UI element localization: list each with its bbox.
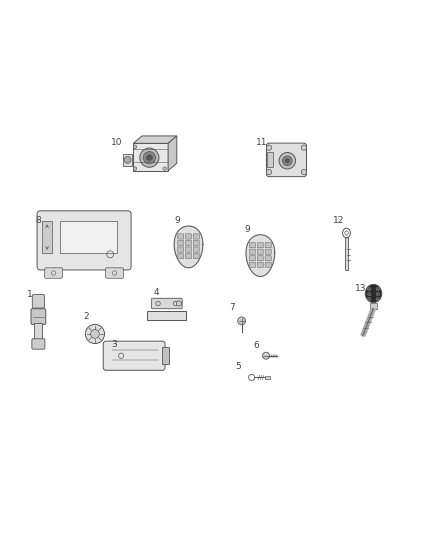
Text: 4: 4: [153, 288, 159, 297]
FancyBboxPatch shape: [193, 234, 199, 239]
Text: 9: 9: [244, 225, 250, 234]
FancyBboxPatch shape: [178, 234, 184, 239]
Circle shape: [163, 167, 166, 171]
FancyBboxPatch shape: [151, 298, 182, 309]
FancyBboxPatch shape: [265, 256, 271, 261]
Circle shape: [266, 145, 272, 150]
Circle shape: [279, 152, 296, 169]
FancyBboxPatch shape: [193, 240, 199, 246]
Polygon shape: [174, 226, 203, 268]
Text: 2: 2: [84, 312, 89, 321]
Circle shape: [367, 297, 371, 301]
Circle shape: [301, 145, 307, 150]
FancyBboxPatch shape: [185, 247, 191, 252]
Text: 9: 9: [175, 216, 180, 225]
Bar: [123, 154, 132, 166]
FancyBboxPatch shape: [265, 262, 271, 268]
FancyBboxPatch shape: [178, 240, 184, 246]
Text: 5: 5: [236, 362, 241, 371]
FancyBboxPatch shape: [31, 309, 46, 325]
Circle shape: [376, 297, 380, 301]
Bar: [265, 376, 270, 379]
Circle shape: [301, 169, 307, 175]
Bar: [147, 311, 186, 320]
Text: 3: 3: [112, 340, 117, 349]
FancyBboxPatch shape: [193, 254, 199, 259]
FancyBboxPatch shape: [32, 295, 45, 308]
FancyBboxPatch shape: [257, 256, 263, 261]
FancyBboxPatch shape: [266, 143, 307, 176]
FancyBboxPatch shape: [257, 262, 263, 268]
Circle shape: [238, 317, 246, 325]
FancyBboxPatch shape: [178, 247, 184, 252]
Circle shape: [367, 293, 371, 296]
Circle shape: [285, 158, 290, 163]
Circle shape: [140, 148, 159, 167]
FancyBboxPatch shape: [185, 254, 191, 259]
Circle shape: [376, 287, 380, 291]
Bar: [345, 237, 348, 270]
Polygon shape: [133, 136, 177, 143]
Text: 12: 12: [333, 216, 344, 225]
Bar: [60, 221, 117, 253]
FancyBboxPatch shape: [250, 243, 255, 248]
Circle shape: [283, 156, 292, 166]
Text: 11: 11: [256, 138, 268, 147]
Polygon shape: [133, 143, 168, 171]
FancyBboxPatch shape: [265, 249, 271, 254]
Bar: [370, 303, 377, 309]
Polygon shape: [246, 235, 275, 277]
Polygon shape: [168, 136, 177, 171]
Text: 1: 1: [27, 290, 32, 299]
Circle shape: [143, 151, 155, 164]
FancyBboxPatch shape: [250, 249, 255, 254]
FancyBboxPatch shape: [32, 339, 45, 349]
Circle shape: [91, 329, 99, 338]
Circle shape: [266, 169, 272, 175]
FancyBboxPatch shape: [250, 256, 255, 261]
FancyBboxPatch shape: [193, 247, 199, 252]
Circle shape: [177, 301, 182, 306]
Circle shape: [133, 145, 137, 149]
Circle shape: [124, 156, 131, 163]
Bar: [162, 348, 170, 364]
Text: 13: 13: [355, 284, 366, 293]
Circle shape: [367, 287, 371, 291]
Bar: [42, 221, 52, 253]
Text: 6: 6: [253, 341, 259, 350]
Text: 8: 8: [35, 216, 41, 225]
Circle shape: [85, 325, 105, 344]
FancyBboxPatch shape: [37, 211, 131, 270]
FancyBboxPatch shape: [257, 243, 263, 248]
FancyBboxPatch shape: [178, 254, 184, 259]
Circle shape: [376, 293, 380, 296]
Bar: [267, 152, 272, 167]
Text: 10: 10: [111, 138, 123, 147]
Circle shape: [133, 167, 137, 171]
FancyBboxPatch shape: [45, 268, 63, 278]
Text: 7: 7: [229, 303, 235, 312]
Bar: [35, 323, 42, 341]
FancyBboxPatch shape: [106, 268, 124, 278]
FancyBboxPatch shape: [265, 243, 271, 248]
FancyBboxPatch shape: [185, 240, 191, 246]
FancyBboxPatch shape: [185, 234, 191, 239]
FancyBboxPatch shape: [257, 249, 263, 254]
Circle shape: [262, 352, 269, 359]
FancyBboxPatch shape: [250, 262, 255, 268]
FancyBboxPatch shape: [103, 341, 165, 370]
Circle shape: [146, 155, 152, 161]
Ellipse shape: [365, 284, 382, 303]
